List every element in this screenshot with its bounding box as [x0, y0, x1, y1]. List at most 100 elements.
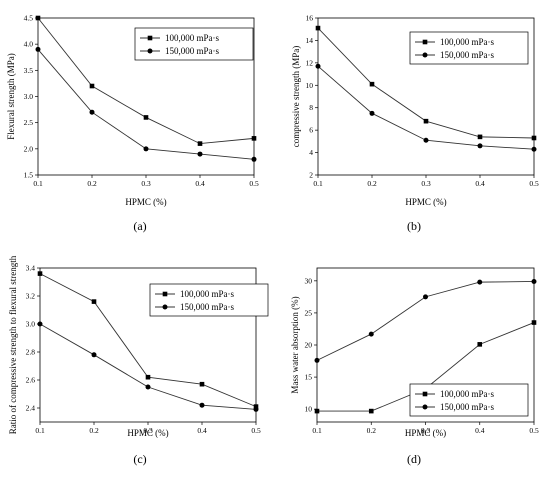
y-tick-label: 3.2 [26, 292, 36, 301]
data-point-circle [531, 278, 537, 284]
data-point-circle [423, 294, 428, 300]
panel-label: (d) [407, 452, 421, 466]
data-point-square [531, 135, 537, 141]
x-tick-label: 0.4 [197, 426, 207, 435]
x-tick-label: 0.2 [367, 179, 377, 188]
chart-panel-a: 0.1 0.2 0.3 0.4 0.5 1.5 2.0 2.5 3.0 3.5 4.0 4.5 HPMC… [6, 14, 259, 234]
y-tick-label: 2.4 [26, 404, 36, 413]
data-point-circle [314, 357, 320, 363]
legend-marker-circle [162, 304, 168, 310]
y-tick-label: 16 [306, 14, 314, 23]
y-tick-label: 2.5 [24, 118, 34, 127]
y-axis-label: Ratio of compressive strength to flexura… [8, 255, 18, 434]
legend-marker-circle [422, 52, 428, 58]
data-point-square [143, 115, 149, 120]
x-tick-label: 0.1 [313, 179, 323, 188]
data-point-circle [368, 331, 374, 337]
data-point-circle [253, 406, 259, 412]
data-point-circle [477, 279, 483, 285]
y-tick-label: 2.6 [26, 376, 36, 385]
data-point-square [477, 134, 483, 140]
legend-box [409, 383, 529, 417]
x-tick-label: 0.2 [89, 426, 99, 435]
legend: 100,000 mPa·s 150,000 mPa·s [134, 27, 254, 61]
data-point-circle [251, 156, 257, 162]
legend-entry: 150,000 mPa·s [180, 302, 234, 312]
data-point-square [423, 118, 429, 124]
legend-marker-circle [147, 48, 153, 54]
data-point-square [89, 83, 95, 89]
data-point-square [369, 81, 375, 87]
y-tick-label: 8 [309, 103, 313, 112]
x-tick-label: 0.5 [251, 426, 261, 435]
data-point-square [368, 408, 374, 414]
data-point-circle [423, 137, 429, 143]
y-tick-label: 2 [309, 171, 313, 180]
legend-box [149, 283, 269, 317]
panel-label: (b) [407, 219, 421, 233]
y-tick-label: 4.5 [24, 14, 34, 23]
x-tick-label: 0.4 [195, 179, 205, 188]
legend-entry: 100,000 mPa·s [440, 37, 494, 47]
data-point-circle [35, 46, 41, 52]
legend-marker-square [147, 35, 153, 41]
y-tick-label: 20 [305, 341, 313, 350]
chart-panel-c: 0.1 0.2 0.3 0.4 0.5 2.4 2.6 2.8 3.0 3.2 3.4 HPMC (%… [8, 255, 269, 466]
chart-panel-d: 0.1 0.2 0.3 0.4 0.5 10 15 20 25 30 HPMC (%) Mass wa… [290, 267, 539, 466]
data-point-square [531, 320, 537, 325]
x-tick-label: 0.1 [33, 179, 43, 188]
x-tick-label: 0.2 [367, 426, 377, 435]
legend-entry: 100,000 mPa·s [440, 389, 494, 399]
x-tick-label: 0.4 [475, 426, 485, 435]
legend-box [134, 27, 254, 61]
x-tick-label: 0.5 [249, 179, 259, 188]
y-tick-label: 10 [305, 405, 313, 414]
y-axis-label: compressive strength (MPa) [291, 46, 301, 147]
data-point-square [91, 299, 97, 304]
x-tick-label: 0.1 [312, 426, 322, 435]
legend-entry: 150,000 mPa·s [440, 402, 494, 412]
x-tick-label: 0.3 [141, 179, 151, 188]
series-line [317, 65, 535, 150]
panel-label: (a) [133, 219, 146, 233]
x-axis-label: HPMC (%) [405, 428, 446, 438]
legend-marker-square [422, 391, 428, 397]
y-tick-label: 10 [306, 81, 314, 90]
y-tick-label: 4.0 [24, 40, 34, 49]
x-axis-label: HPMC (%) [405, 197, 446, 207]
data-point-circle [369, 110, 375, 116]
y-tick-label: 6 [309, 126, 313, 135]
data-point-circle [197, 151, 203, 157]
y-tick-label: 2.8 [26, 348, 36, 357]
series-line [37, 49, 255, 160]
legend: 100,000 mPa·s 150,000 mPa·s [409, 383, 529, 417]
data-point-square [199, 381, 205, 387]
data-point-square [477, 342, 483, 347]
y-tick-label: 25 [305, 308, 313, 317]
x-tick-label: 0.5 [529, 179, 539, 188]
y-tick-label: 3.4 [26, 264, 36, 273]
y-tick-label: 1.5 [24, 171, 34, 180]
y-tick-label: 2.0 [24, 144, 34, 153]
legend-marker-circle [422, 404, 428, 410]
data-point-circle [37, 321, 43, 327]
data-point-circle [531, 146, 537, 152]
data-point-square [314, 408, 320, 414]
data-point-square [37, 271, 43, 276]
legend-marker-square [422, 39, 428, 45]
x-axis-label: HPMC (%) [125, 197, 166, 207]
chart-panel-b: 0.1 0.2 0.3 0.4 0.5 2 4 6 8 10 12 14 16 HPMC (%) compr… [291, 14, 539, 234]
data-point-circle [143, 146, 149, 152]
data-point-square [145, 374, 151, 380]
y-tick-label: 3.0 [24, 92, 34, 101]
y-tick-label: 12 [306, 58, 314, 67]
data-point-square [35, 15, 41, 21]
y-tick-label: 15 [305, 373, 313, 382]
x-tick-label: 0.3 [143, 426, 153, 435]
legend-entry: 100,000 mPa·s [165, 33, 219, 43]
legend-marker-square [162, 291, 168, 297]
data-point-square [251, 136, 257, 141]
legend-entry: 150,000 mPa·s [440, 50, 494, 60]
series-line [316, 281, 535, 361]
